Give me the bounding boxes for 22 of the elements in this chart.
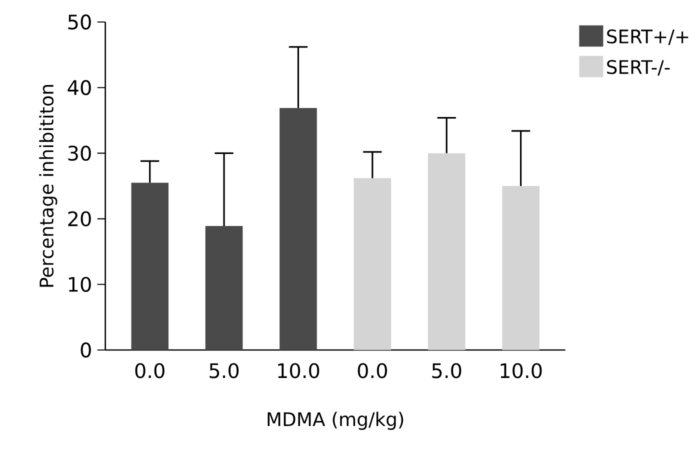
x-tick-label: 10.0	[500, 363, 542, 378]
y-tick-label: 0	[80, 342, 91, 358]
bar	[354, 178, 392, 350]
x-tick-label: 10.0	[278, 363, 320, 378]
y-tick-label: 40	[68, 80, 91, 96]
bar	[428, 153, 466, 350]
bar	[205, 226, 243, 350]
y-tick-label: 20	[68, 211, 91, 226]
bar	[280, 108, 317, 350]
y-tick-label: 50	[68, 14, 91, 30]
x-axis-title: MDMA (mg/kg)	[268, 412, 404, 430]
x-tick-label: 0.0	[358, 363, 387, 378]
y-tick-label: 30	[68, 146, 91, 161]
bar	[131, 182, 169, 350]
y-tick-label: 10	[68, 276, 91, 292]
y-axis-title: Percentage inhibititon	[39, 85, 58, 287]
legend-label: SERT-/-	[607, 60, 670, 76]
x-tick-label: 0.0	[135, 363, 164, 378]
x-tick-label: 5.0	[210, 363, 239, 378]
bar	[502, 186, 540, 350]
legend-label: SERT+/+	[607, 29, 688, 45]
x-tick-label: 5.0	[432, 363, 462, 378]
